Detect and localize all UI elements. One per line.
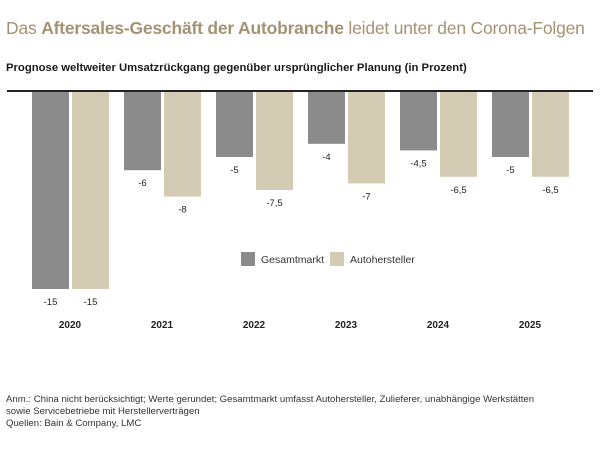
bar-autohersteller-2024 (440, 91, 477, 177)
bar-autohersteller-2022 (256, 91, 293, 190)
chart-subtitle: Prognose weltweiter Umsatzrückgang gegen… (6, 62, 467, 74)
legend-label-gesamtmarkt: Gesamtmarkt (261, 254, 324, 266)
data-label-autohersteller-2025: -6,5 (542, 185, 558, 196)
bar-gesamtmarkt-2020 (32, 91, 69, 289)
bar-gesamtmarkt-2025 (492, 91, 529, 157)
bar-gesamtmarkt-2021 (124, 91, 161, 171)
data-label-gesamtmarkt-2025: -5 (506, 165, 514, 176)
bar-gesamtmarkt-2024 (400, 91, 437, 151)
x-tick-2024: 2024 (427, 320, 450, 331)
x-tick-2020: 2020 (59, 320, 82, 331)
footnote-line-1: Anm.: China nicht berücksichtigt; Werte … (6, 394, 535, 405)
bar-autohersteller-2023 (348, 91, 385, 184)
data-label-autohersteller-2024: -6,5 (450, 185, 466, 196)
title-bold-part: Aftersales-Geschäft der Autobranche (41, 18, 344, 38)
bar-gesamtmarkt-2022 (216, 91, 253, 157)
bar-gesamtmarkt-2023 (308, 91, 345, 144)
footnotes: Anm.: China nicht berücksichtigt; Werte … (6, 394, 596, 430)
data-label-gesamtmarkt-2020: -15 (44, 297, 58, 308)
footnote-line-2: sowie Servicebetriebe mit Herstellervert… (6, 406, 200, 417)
page-title: Das Aftersales-Geschäft der Autobranche … (6, 18, 596, 39)
source-line: Quellen: Bain & Company, LMC (6, 418, 142, 429)
data-label-autohersteller-2023: -7 (362, 191, 370, 202)
data-label-gesamtmarkt-2022: -5 (230, 165, 238, 176)
data-label-autohersteller-2022: -7,5 (266, 198, 282, 209)
data-label-gesamtmarkt-2024: -4,5 (410, 158, 426, 169)
data-label-gesamtmarkt-2021: -6 (138, 178, 146, 189)
legend-label-autohersteller: Autohersteller (350, 254, 415, 266)
title-part2: leidet unter den Corona-Folgen (343, 18, 585, 38)
x-tick-2025: 2025 (519, 320, 542, 331)
data-label-autohersteller-2021: -8 (178, 205, 186, 216)
bar-autohersteller-2020 (72, 91, 109, 289)
bar-autohersteller-2025 (532, 91, 569, 177)
legend-swatch-gesamtmarkt (241, 252, 255, 266)
legend-swatch-autohersteller (330, 252, 344, 266)
bar-autohersteller-2021 (164, 91, 201, 197)
x-tick-2023: 2023 (335, 320, 358, 331)
title-part1: Das (6, 18, 42, 38)
data-label-gesamtmarkt-2023: -4 (322, 152, 330, 163)
x-tick-2021: 2021 (151, 320, 174, 331)
data-label-autohersteller-2020: -15 (84, 297, 98, 308)
x-tick-2022: 2022 (243, 320, 266, 331)
